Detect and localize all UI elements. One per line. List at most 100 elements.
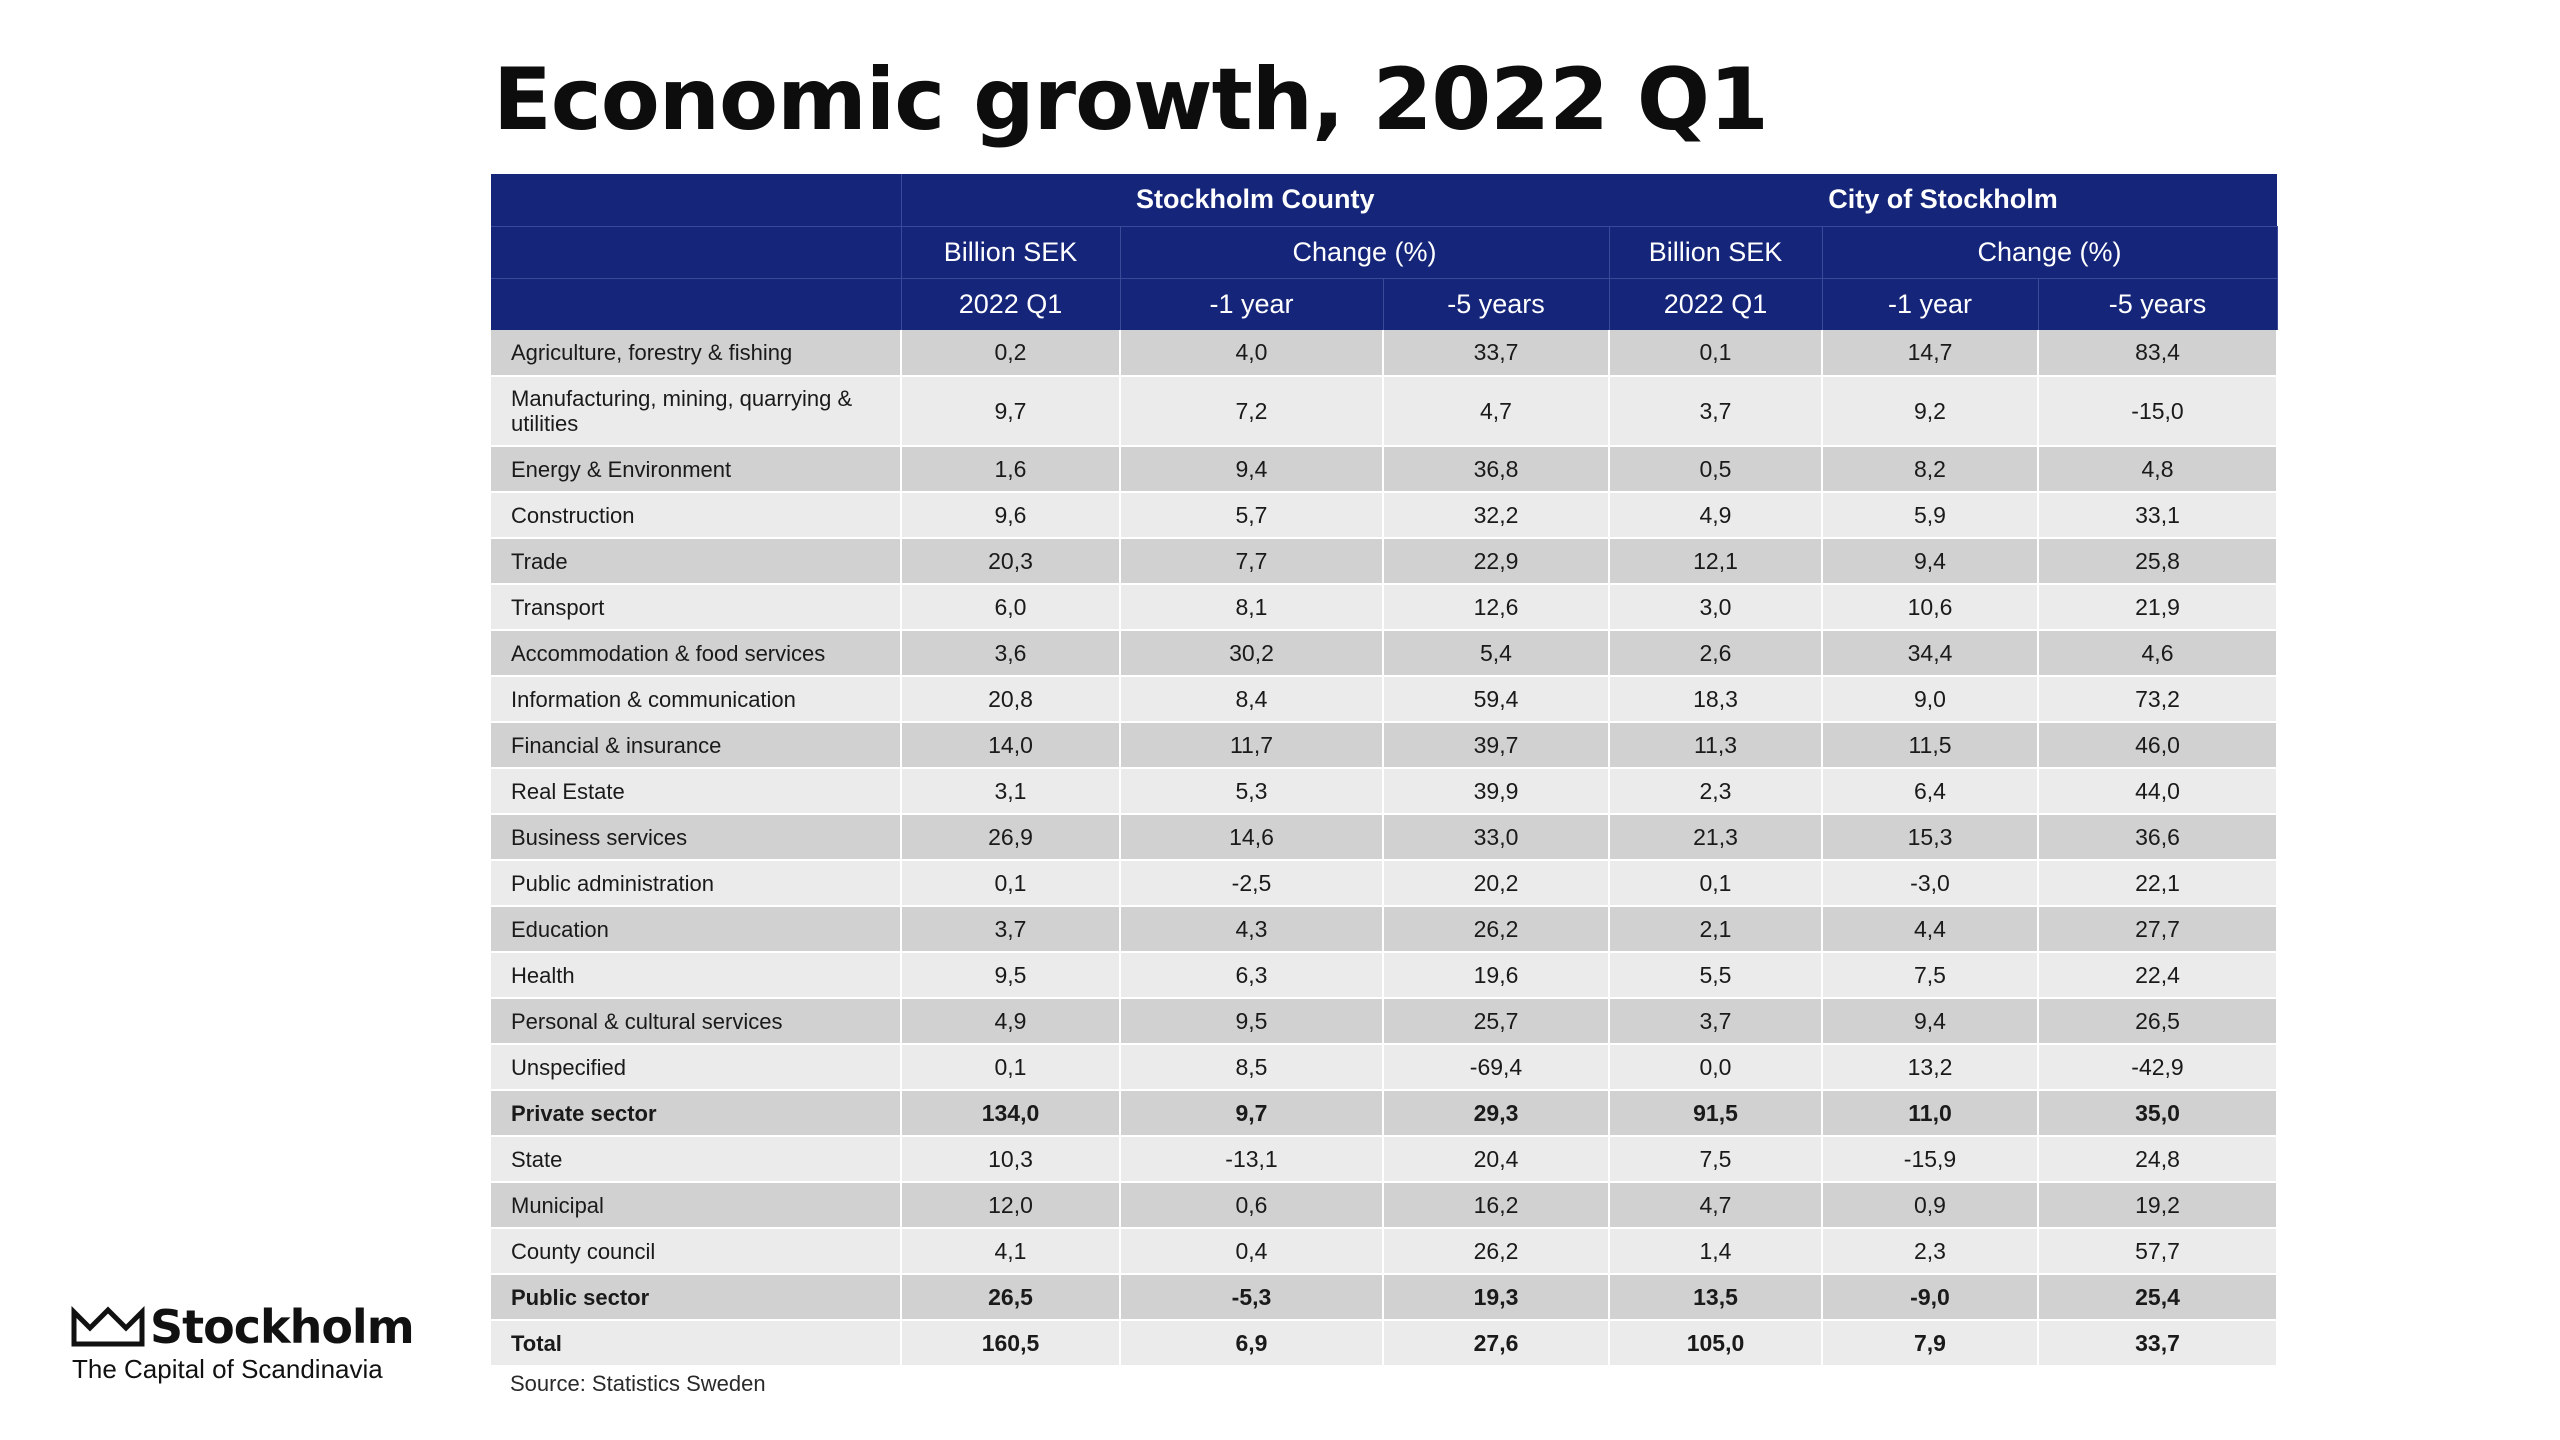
table-cell: 9,7 — [901, 376, 1121, 447]
table-cell: 9,4 — [1120, 446, 1384, 493]
table-cell: 5,9 — [1822, 492, 2039, 539]
table-cell: 4,9 — [901, 998, 1121, 1045]
table-row: Transport 6,0 8,1 12,6 3,0 10,6 21,9 — [491, 584, 2279, 631]
table-cell: 0,1 — [901, 1044, 1121, 1091]
table-cell: 59,4 — [1383, 676, 1610, 723]
table-cell: 4,7 — [1383, 376, 1610, 447]
table-cell: 26,5 — [2038, 998, 2279, 1045]
table-cell: 73,2 — [2038, 676, 2279, 723]
table-cell: 2,1 — [1609, 906, 1823, 953]
table-cell: -69,4 — [1383, 1044, 1610, 1091]
row-label: Energy & Environment — [491, 446, 902, 493]
table-row: Health 9,5 6,3 19,6 5,5 7,5 22,4 — [491, 952, 2279, 999]
row-label: Business services — [491, 814, 902, 861]
table-cell: 5,4 — [1383, 630, 1610, 677]
row-label: Unspecified — [491, 1044, 902, 1091]
header-region-city: City of Stockholm — [1609, 174, 2278, 227]
table-cell: 25,7 — [1383, 998, 1610, 1045]
table-cell: 9,4 — [1822, 998, 2039, 1045]
table-cell: 6,9 — [1120, 1320, 1384, 1367]
row-label: Transport — [491, 584, 902, 631]
header-blank — [491, 174, 902, 227]
table-cell: -2,5 — [1120, 860, 1384, 907]
page-title: Economic growth, 2022 Q1 — [493, 50, 1769, 150]
table-cell: 0,2 — [901, 330, 1121, 377]
logo-name: Stockholm — [150, 1300, 415, 1354]
table-cell: 9,5 — [1120, 998, 1384, 1045]
table-cell: 2,6 — [1609, 630, 1823, 677]
table-cell: 14,0 — [901, 722, 1121, 769]
row-label: Accommodation & food services — [491, 630, 902, 677]
table-cell: 3,1 — [901, 768, 1121, 815]
table-cell: 134,0 — [901, 1090, 1121, 1137]
table-cell: 21,9 — [2038, 584, 2279, 631]
table-cell: 0,9 — [1822, 1182, 2039, 1229]
table-cell: 6,4 — [1822, 768, 2039, 815]
table-cell: 4,8 — [2038, 446, 2279, 493]
table-cell: 0,1 — [1609, 330, 1823, 377]
table-cell: 4,9 — [1609, 492, 1823, 539]
table-row: Information & communication 20,8 8,4 59,4 18… — [491, 676, 2279, 723]
table-cell: 11,0 — [1822, 1090, 2039, 1137]
row-label: Total — [491, 1320, 902, 1367]
table-cell: 0,0 — [1609, 1044, 1823, 1091]
table-cell: 2,3 — [1822, 1228, 2039, 1275]
table-cell: 1,4 — [1609, 1228, 1823, 1275]
header-blank — [491, 226, 902, 279]
table-cell: 20,4 — [1383, 1136, 1610, 1183]
header-period: -1 year — [1822, 278, 2039, 330]
table-cell: 22,1 — [2038, 860, 2279, 907]
table-cell: 29,3 — [1383, 1090, 1610, 1137]
table-cell: 8,1 — [1120, 584, 1384, 631]
table-cell: 35,0 — [2038, 1090, 2279, 1137]
table-cell: 9,6 — [901, 492, 1121, 539]
table-cell: 36,8 — [1383, 446, 1610, 493]
table-cell: 26,5 — [901, 1274, 1121, 1321]
table-cell: 4,4 — [1822, 906, 2039, 953]
table-cell: 2,3 — [1609, 768, 1823, 815]
stockholm-logo: Stockholm The Capital of Scandinavia — [70, 1298, 415, 1388]
table-cell: -15,9 — [1822, 1136, 2039, 1183]
table-cell: 19,2 — [2038, 1182, 2279, 1229]
table-cell: 3,0 — [1609, 584, 1823, 631]
table-cell: 0,1 — [901, 860, 1121, 907]
table-cell: 0,1 — [1609, 860, 1823, 907]
table-cell: -13,1 — [1120, 1136, 1384, 1183]
table-cell: 9,5 — [901, 952, 1121, 999]
header-period: 2022 Q1 — [901, 278, 1121, 330]
table-cell: 27,7 — [2038, 906, 2279, 953]
table-cell: 6,3 — [1120, 952, 1384, 999]
table-row: Energy & Environment 1,6 9,4 36,8 0,5 8,2 4,8 — [491, 446, 2279, 493]
row-label: Real Estate — [491, 768, 902, 815]
table-row: County council 4,1 0,4 26,2 1,4 2,3 57,7 — [491, 1228, 2279, 1275]
header-unit: Change (%) — [1822, 226, 2278, 279]
table-cell: 19,6 — [1383, 952, 1610, 999]
table-cell: 33,7 — [2038, 1320, 2279, 1367]
growth-table-container: Stockholm County City of Stockholm Billi… — [491, 174, 2279, 1367]
table-cell: 7,5 — [1822, 952, 2039, 999]
table-cell: 46,0 — [2038, 722, 2279, 769]
table-cell: 7,7 — [1120, 538, 1384, 585]
table-cell: 8,4 — [1120, 676, 1384, 723]
table-cell: 25,8 — [2038, 538, 2279, 585]
table-cell: 33,0 — [1383, 814, 1610, 861]
table-cell: 11,7 — [1120, 722, 1384, 769]
table-cell: 9,2 — [1822, 376, 2039, 447]
table-cell: 26,9 — [901, 814, 1121, 861]
row-label: Agriculture, forestry & fishing — [491, 330, 902, 377]
table-row: Accommodation & food services 3,6 30,2 5,4 2… — [491, 630, 2279, 677]
table-cell: -5,3 — [1120, 1274, 1384, 1321]
table-cell: 11,5 — [1822, 722, 2039, 769]
header-period: 2022 Q1 — [1609, 278, 1823, 330]
table-cell: 18,3 — [1609, 676, 1823, 723]
table-cell: 7,5 — [1609, 1136, 1823, 1183]
row-label: Health — [491, 952, 902, 999]
table-cell: 26,2 — [1383, 1228, 1610, 1275]
source-note: Source: Statistics Sweden — [510, 1371, 766, 1396]
row-label: Information & communication — [491, 676, 902, 723]
table-cell: 25,4 — [2038, 1274, 2279, 1321]
table-cell: 22,9 — [1383, 538, 1610, 585]
header-period: -5 years — [2038, 278, 2278, 330]
crown-icon — [71, 1306, 145, 1347]
table-row: Real Estate 3,1 5,3 39,9 2,3 6,4 44,0 — [491, 768, 2279, 815]
